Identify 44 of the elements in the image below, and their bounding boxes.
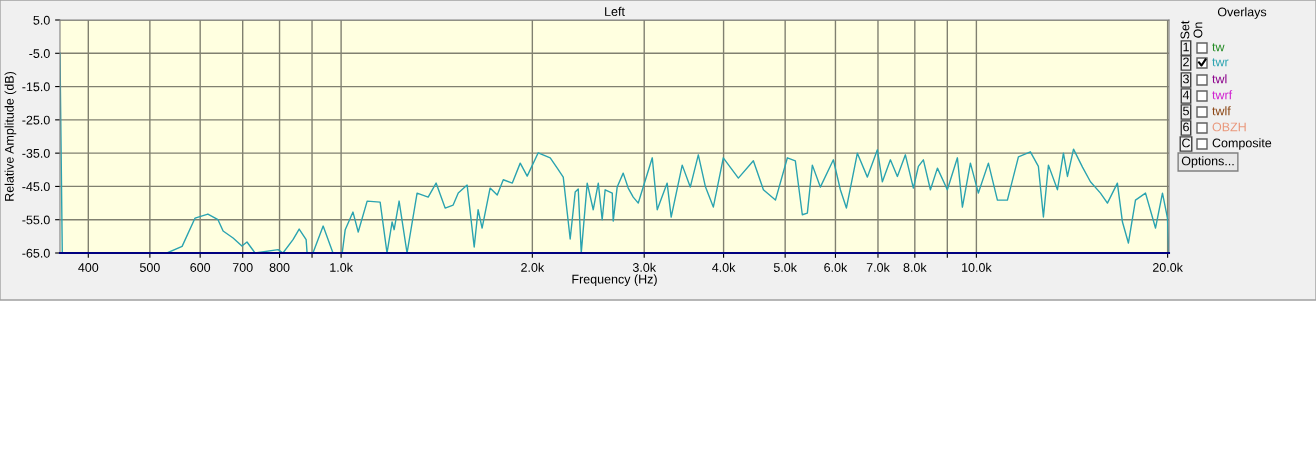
text: twlf: [1212, 106, 1231, 116]
x-tick-label: 6.0k: [824, 262, 848, 272]
y-tick-label: -55.0: [22, 215, 50, 225]
x-tick-label: 10.0k: [962, 262, 992, 272]
text: tw: [1212, 43, 1225, 52]
y-tick-label: -5.0: [29, 49, 50, 58]
text: Overlays: [1217, 7, 1267, 19]
x-axis-title: Frequency (Hz): [572, 274, 657, 287]
x-tick-label: 7.0k: [866, 262, 890, 272]
text: twr: [1212, 58, 1229, 67]
x-tick-label: 4.0k: [712, 262, 736, 272]
x-tick-label: 700: [232, 263, 253, 272]
y-tick-label: -45.0: [22, 182, 50, 192]
x-tick-label: 5.0k: [773, 262, 797, 272]
text: On: [1193, 22, 1203, 38]
text: Set: [1180, 20, 1190, 39]
x-tick-label: 600: [190, 263, 211, 272]
text: 5: [1183, 106, 1189, 116]
y-tick-label: -65.0: [22, 248, 50, 258]
text: 4: [1182, 90, 1190, 100]
text: C: [1182, 138, 1191, 148]
text: Options...: [1181, 156, 1234, 168]
text: 2: [1183, 57, 1189, 67]
text: 3: [1183, 74, 1189, 84]
x-tick-label: 20.0k: [1152, 262, 1183, 272]
y-tick-label: -15.0: [22, 82, 50, 92]
x-tick-label: 1.0k: [330, 262, 353, 272]
x-tick-label: 800: [269, 263, 290, 272]
y-axis-title: Relative Amplitude (dB): [4, 71, 17, 201]
text: 1: [1183, 42, 1189, 52]
x-tick-label: 3.0k: [632, 262, 657, 272]
y-tick-label: -35.0: [22, 148, 50, 158]
y-tick-label: 5.0: [33, 15, 50, 25]
y-tick-label: -25.0: [22, 115, 50, 125]
x-tick-label: 400: [78, 263, 99, 272]
text: Composite: [1212, 138, 1272, 150]
text: twrf: [1212, 90, 1233, 100]
text: OBZH: [1212, 122, 1246, 132]
text: 6: [1183, 122, 1189, 132]
x-tick-label: 8.0k: [903, 262, 927, 272]
x-tick-label: 2.0k: [521, 262, 545, 272]
text: twl: [1212, 74, 1227, 84]
chart-title: Left: [605, 6, 625, 16]
x-tick-label: 500: [139, 263, 160, 272]
